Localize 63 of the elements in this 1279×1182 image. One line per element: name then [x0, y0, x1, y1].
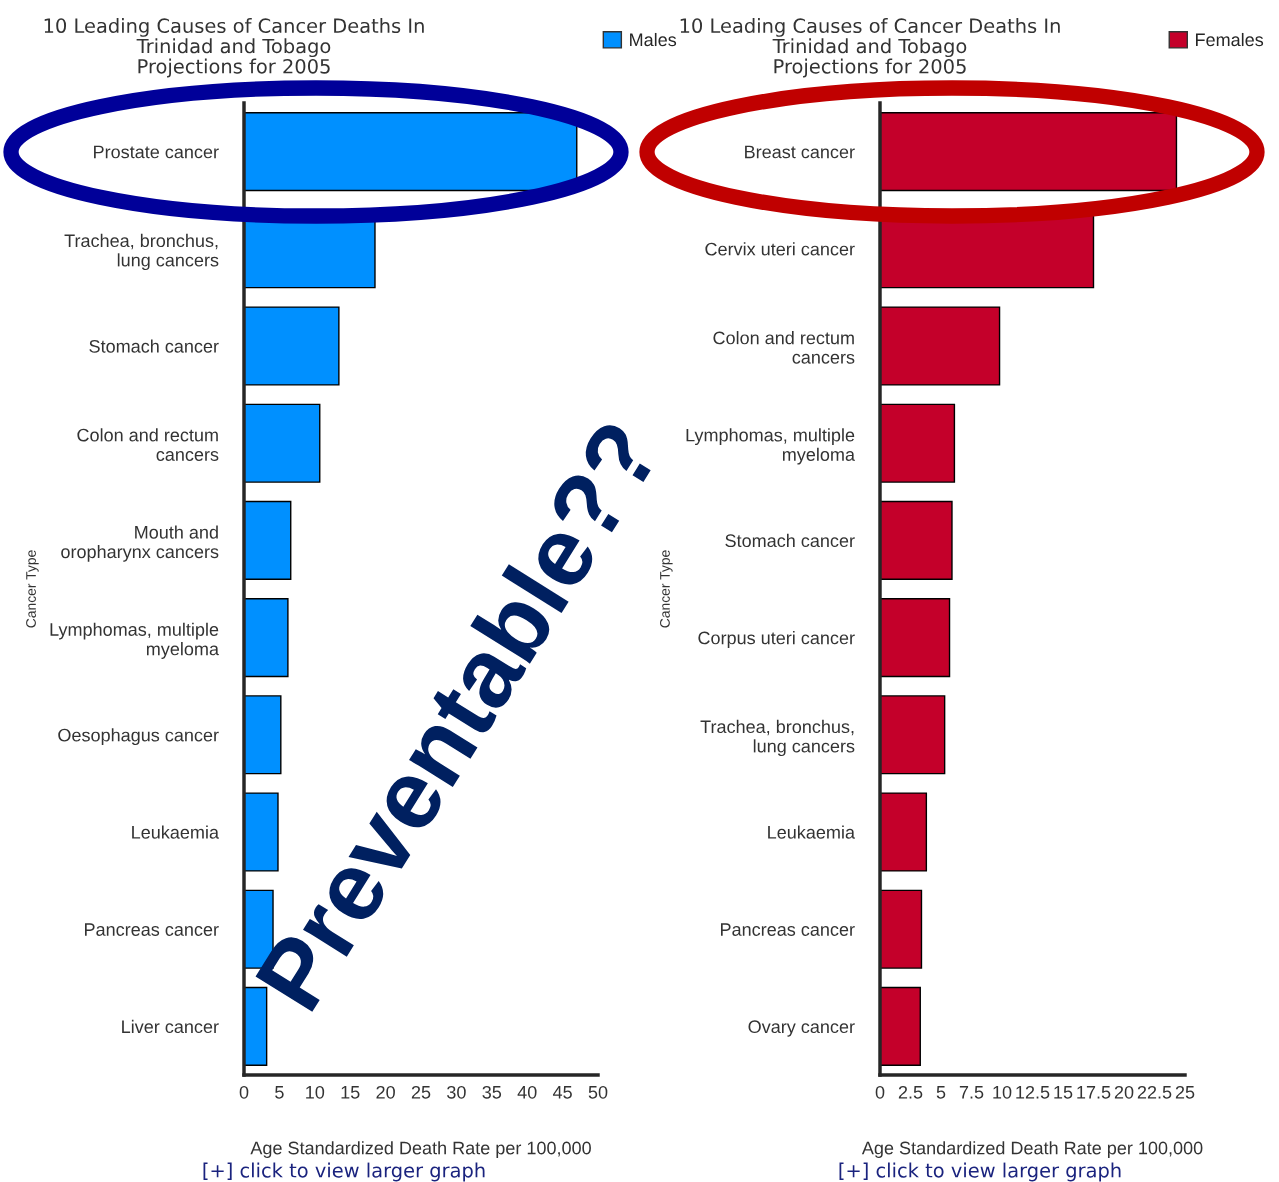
- y-tick-label: Pancreas cancer: [85, 923, 219, 936]
- x-tick-label: 30: [447, 1085, 466, 1099]
- y-tick-label: Trachea, bronchus, lung cancers: [700, 719, 855, 757]
- legend-label: Females: [1196, 32, 1264, 47]
- x-tick-label: 35: [482, 1085, 502, 1099]
- x-tick-label: 2.5: [898, 1085, 923, 1099]
- y-tick-label: Cervix uteri cancer: [705, 242, 855, 256]
- x-tick-label: 25: [411, 1085, 431, 1099]
- x-tick-label: 50: [588, 1085, 608, 1099]
- x-tick-label: 10: [993, 1085, 1012, 1099]
- x-tick-label: 0: [239, 1085, 249, 1099]
- x-tick-label: 15: [1054, 1086, 1073, 1099]
- y-tick-label: Breast cancer: [745, 145, 855, 159]
- x-tick-label: 40: [517, 1085, 537, 1099]
- y-tick-label: Colon and rectum cancers: [77, 428, 219, 461]
- bar: [880, 403, 956, 483]
- y-tick-label: Lymphomas, multiple myeloma: [50, 622, 219, 659]
- x-tick-label: 0: [875, 1085, 885, 1099]
- y-tick-label: Pancreas cancer: [721, 923, 855, 936]
- bar: [880, 598, 951, 678]
- y-tick-label: Mouth and oropharynx cancers: [61, 525, 219, 562]
- bar: [244, 306, 340, 386]
- x-axis-title: Age Standardized Death Rate per 100,000: [861, 1141, 1203, 1158]
- x-tick-label: 5: [275, 1086, 284, 1099]
- y-tick-label: Prostate cancer: [94, 145, 219, 159]
- x-tick-label: 17.5: [1077, 1086, 1111, 1099]
- y-tick-label: Liver cancer: [122, 1019, 219, 1034]
- y-tick-label: Stomach cancer: [89, 339, 219, 353]
- bar: [880, 986, 921, 1066]
- y-tick-label: Corpus uteri cancer: [698, 631, 855, 648]
- bar: [880, 889, 923, 969]
- y-tick-label: Stomach cancer: [725, 533, 855, 548]
- x-axis-title: Age Standardized Death Rate per 100,000: [250, 1141, 591, 1158]
- legend-label: Males: [630, 32, 677, 47]
- bar: [880, 792, 928, 872]
- x-tick-label: 45: [552, 1086, 572, 1099]
- bar: [880, 695, 946, 775]
- bar: [880, 112, 1178, 192]
- bar: [880, 500, 953, 580]
- x-tick-label: 7.5: [959, 1086, 984, 1099]
- y-tick-label: Trachea, bronchus, lung cancers: [64, 233, 219, 271]
- x-tick-label: 25: [1175, 1085, 1195, 1099]
- bar: [880, 306, 1001, 386]
- y-tick-label: Colon and rectum cancers: [713, 331, 855, 364]
- y-axis-title: Cancer Type: [660, 550, 673, 628]
- y-axis-title: Cancer Type: [26, 550, 39, 628]
- x-tick-label: 20: [376, 1085, 395, 1099]
- text: [+] click to view larger graph: [839, 1162, 1121, 1182]
- x-tick-label: 5: [936, 1086, 946, 1099]
- x-tick-label: 10: [306, 1085, 325, 1099]
- bar: [244, 112, 578, 192]
- x-tick-label: 20: [1114, 1085, 1134, 1099]
- y-tick-label: Ovary cancer: [748, 1020, 855, 1037]
- y-tick-label: Oesophagus cancer: [58, 728, 219, 746]
- text: [+] click to view larger graph: [203, 1162, 485, 1182]
- x-tick-label: 15: [341, 1086, 360, 1099]
- x-tick-label: 22.5: [1137, 1085, 1172, 1099]
- y-tick-label: Leukaemia: [132, 825, 220, 839]
- chart-title: 10 Leading Causes of Cancer Deaths In Trinidad and Tobago Projections for 2005: [44, 18, 424, 78]
- y-tick-label: Lymphomas, multiple myeloma: [686, 428, 855, 465]
- x-tick-label: 12.5: [1016, 1085, 1050, 1099]
- y-tick-label: Leukaemia: [768, 825, 856, 839]
- chart-title: 10 Leading Causes of Cancer Deaths In Trinidad and Tobago Projections for 2005: [680, 18, 1060, 78]
